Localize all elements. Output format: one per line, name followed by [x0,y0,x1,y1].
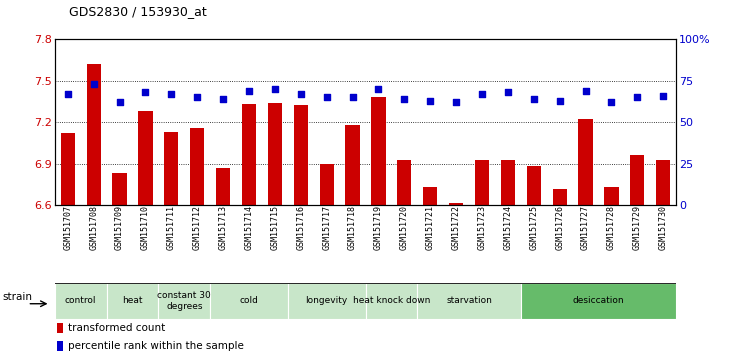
Text: GSM151719: GSM151719 [374,205,383,250]
Point [243,88,255,93]
Point [657,93,669,98]
Bar [61,133,75,205]
Text: GSM151710: GSM151710 [141,205,150,250]
Text: GSM151722: GSM151722 [452,205,461,250]
Text: GSM151714: GSM151714 [244,205,254,250]
Bar [417,283,521,319]
Text: GSM151727: GSM151727 [581,205,590,250]
Text: constant 30
degrees: constant 30 degrees [157,291,211,310]
Text: longevity: longevity [306,296,348,306]
Bar [521,283,676,319]
Bar [138,111,153,205]
Point [62,91,74,97]
Bar [288,283,366,319]
Point [269,86,281,92]
Bar [578,119,593,205]
Bar [449,202,463,205]
Bar [501,160,515,205]
Text: desiccation: desiccation [572,296,624,306]
Bar [159,283,211,319]
Bar [397,160,412,205]
Text: GSM151718: GSM151718 [348,205,357,250]
Bar [164,132,178,205]
Text: GSM151713: GSM151713 [219,205,227,250]
Text: GSM151720: GSM151720 [400,205,409,250]
Text: control: control [65,296,96,306]
Bar [268,103,282,205]
Text: strain: strain [3,292,33,302]
Bar [86,64,101,205]
Bar [107,283,159,319]
Point [528,96,539,102]
Point [373,86,385,92]
Text: GSM151724: GSM151724 [504,205,512,250]
Bar [55,283,107,319]
Bar [211,283,288,319]
Text: GSM151715: GSM151715 [270,205,279,250]
Bar [319,164,334,205]
Bar [346,125,360,205]
Text: GSM151723: GSM151723 [477,205,487,250]
Bar [57,323,64,333]
Point [425,98,436,103]
Text: GSM151730: GSM151730 [659,205,667,250]
Point [554,98,566,103]
Point [580,88,591,93]
Text: GSM151707: GSM151707 [64,205,72,250]
Text: GSM151709: GSM151709 [115,205,124,250]
Point [605,99,617,105]
Point [114,99,126,105]
Point [217,96,229,102]
Bar [113,173,126,205]
Point [398,96,410,102]
Text: transformed count: transformed count [68,323,165,333]
Text: GSM151729: GSM151729 [633,205,642,250]
Bar [553,189,567,205]
Text: GSM151717: GSM151717 [322,205,331,250]
Bar [57,341,64,351]
Text: GSM151712: GSM151712 [193,205,202,250]
Bar [216,168,230,205]
Text: percentile rank within the sample: percentile rank within the sample [68,341,243,351]
Text: GSM151708: GSM151708 [89,205,98,250]
Bar [423,187,437,205]
Text: heat knock down: heat knock down [352,296,430,306]
Point [295,91,306,97]
Text: cold: cold [240,296,259,306]
Point [502,89,514,95]
Text: starvation: starvation [446,296,492,306]
Point [476,91,488,97]
Text: GSM151716: GSM151716 [296,205,306,250]
Point [165,91,177,97]
Text: heat: heat [122,296,143,306]
Point [346,94,358,100]
Point [450,99,462,105]
Text: GSM151721: GSM151721 [425,205,435,250]
Point [140,89,151,95]
Bar [294,105,308,205]
Point [632,94,643,100]
Text: GSM151728: GSM151728 [607,205,616,250]
Point [88,81,99,87]
Text: GSM151725: GSM151725 [529,205,538,250]
Bar [526,166,541,205]
Bar [656,160,670,205]
Point [321,94,333,100]
Bar [190,128,205,205]
Bar [630,155,645,205]
Text: GDS2830 / 153930_at: GDS2830 / 153930_at [69,5,207,18]
Bar [242,104,256,205]
Text: GSM151711: GSM151711 [167,205,176,250]
Point [192,94,203,100]
Bar [475,160,489,205]
Bar [371,97,385,205]
Text: GSM151726: GSM151726 [555,205,564,250]
Bar [605,187,618,205]
Bar [366,283,417,319]
